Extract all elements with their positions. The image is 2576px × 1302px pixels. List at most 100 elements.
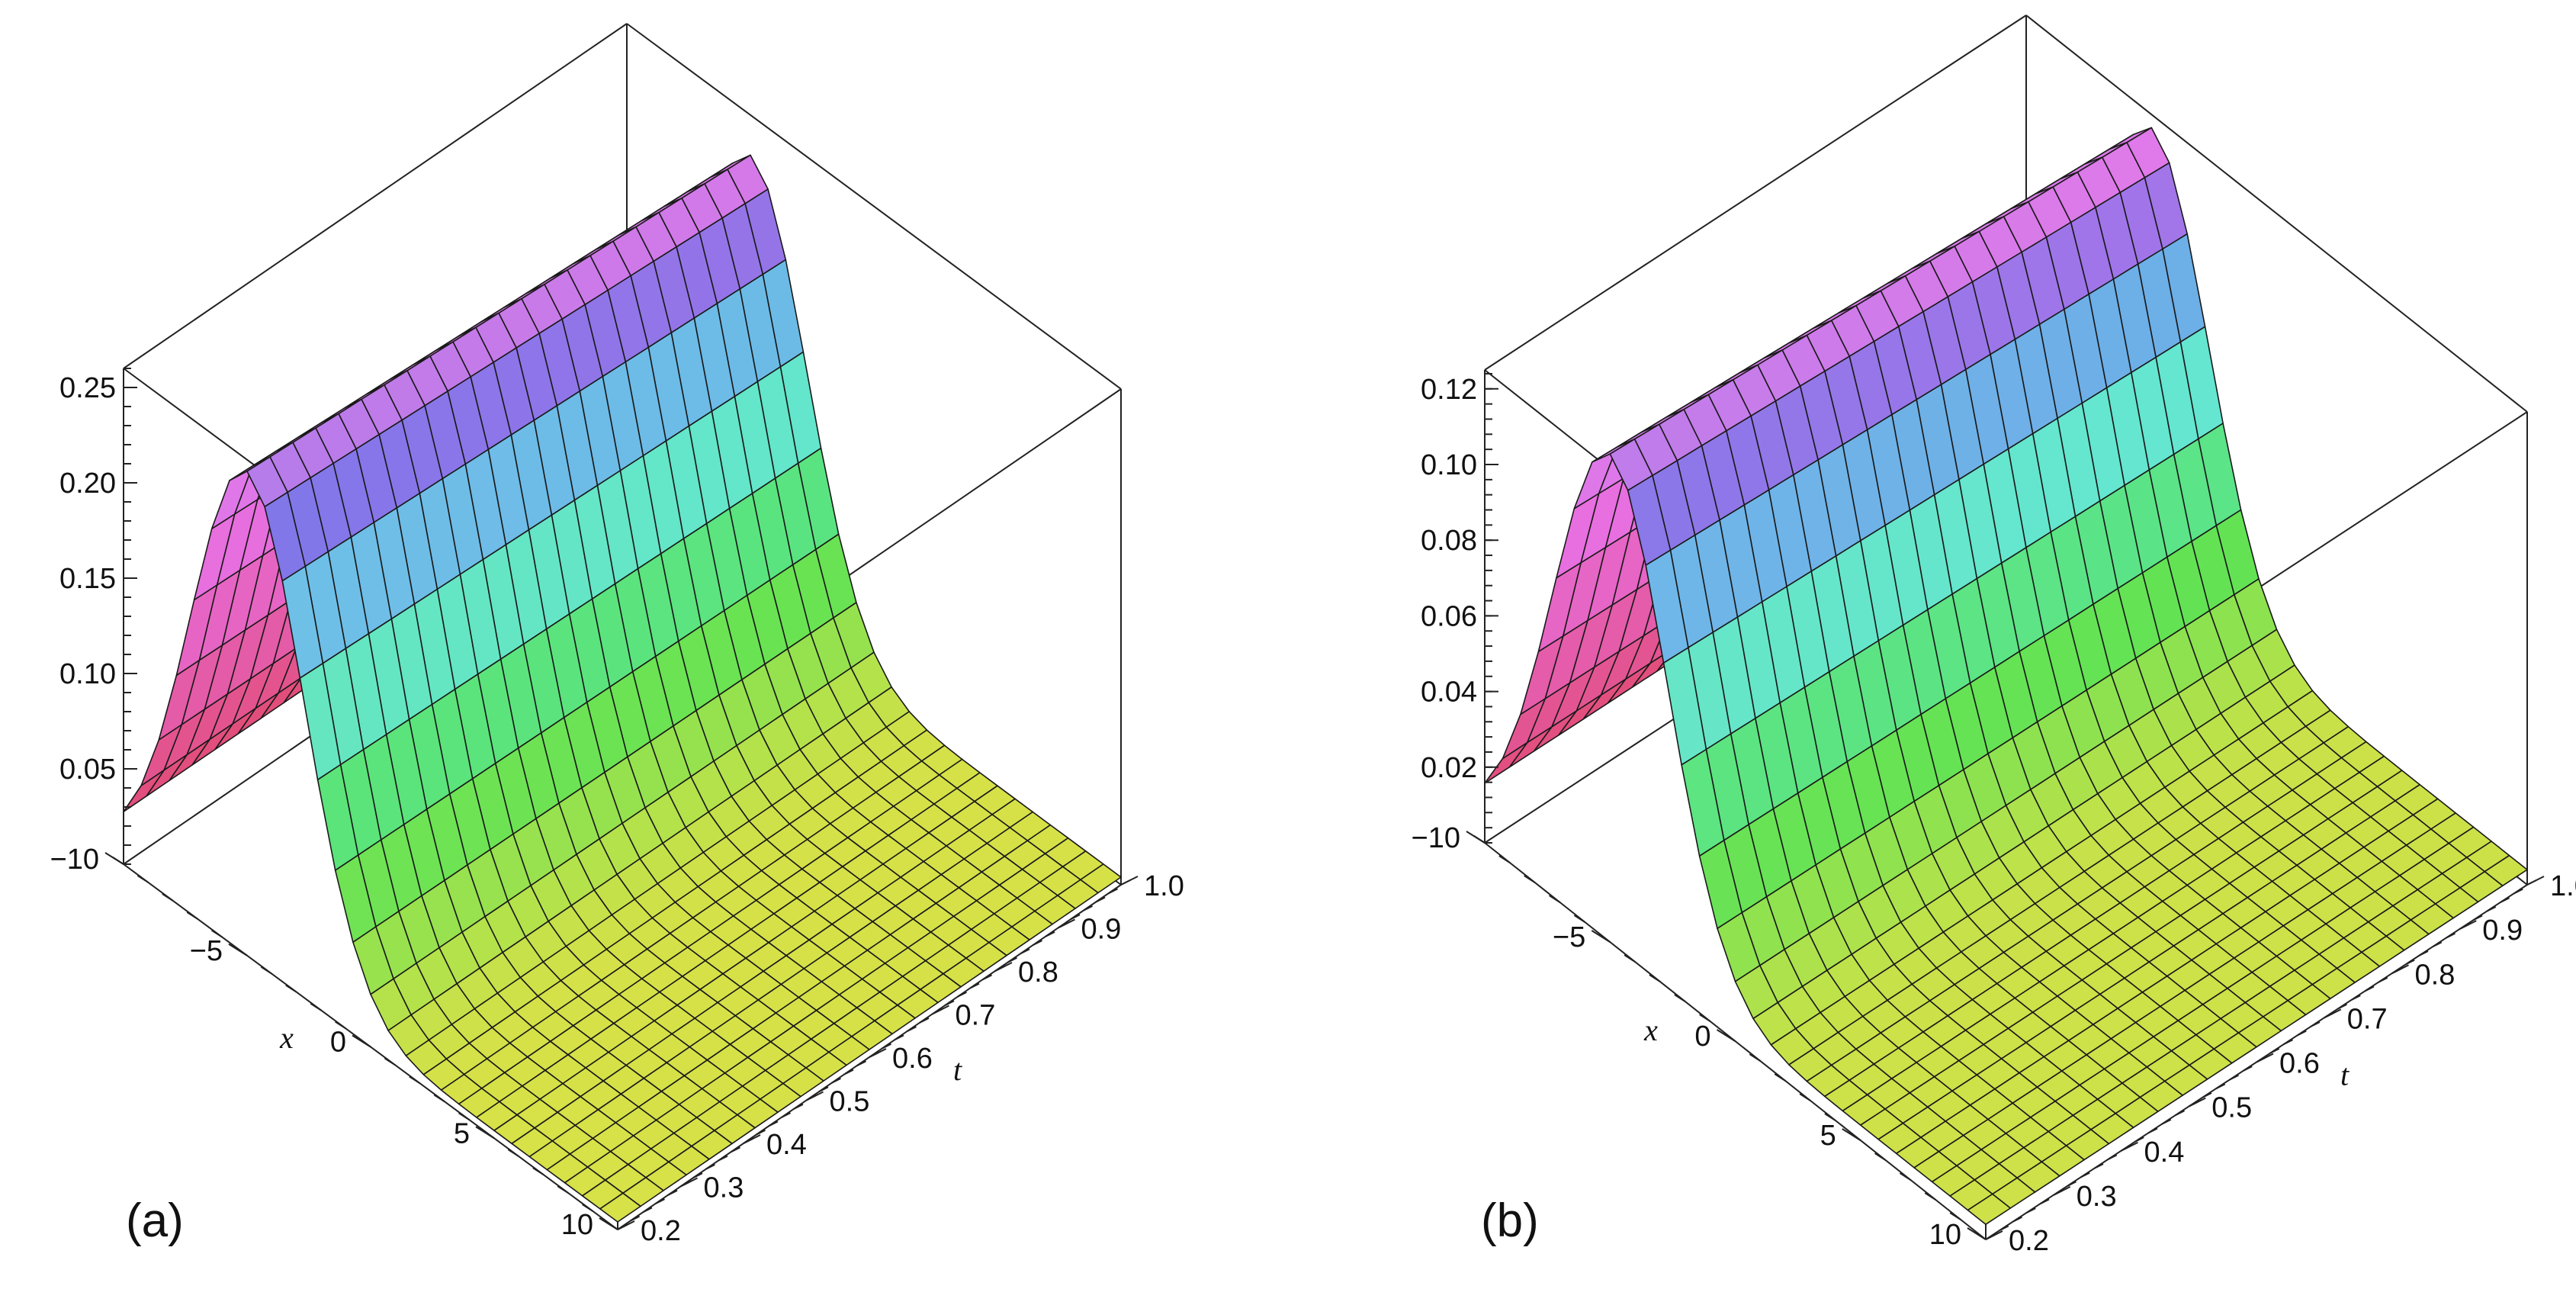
t-minor-tick <box>718 1155 728 1162</box>
surface-plot-a: 0.050.100.150.200.25−10−50510x0.20.30.40… <box>50 23 1184 1247</box>
t-minor-tick <box>2067 1181 2077 1188</box>
x-minor-tick <box>1524 875 1536 883</box>
chart-panel-a: 0.05 0.10 0.15 0.20 0.25 −10 −5 0 5 10 x 0.2 0.3 0.4 0… <box>50 23 1184 1247</box>
t-minor-tick <box>2418 950 2429 956</box>
t-tick-label: 0.2 <box>641 1215 681 1247</box>
chart-panel-b: 0.02 0.04 0.06 0.08 0.10 0.12 −10 −5 0 5 10 x 0.2 0.3… <box>1288 0 2576 1302</box>
t-tick-label: 1.0 <box>1144 870 1184 902</box>
x-major-tick <box>1842 1128 1861 1141</box>
t-minor-tick <box>781 1112 791 1118</box>
t-minor-tick <box>1045 931 1055 937</box>
z-tick-label: 0.10 <box>59 658 116 690</box>
x-minor-tick <box>433 1094 445 1103</box>
t-major-tick <box>1985 1230 2003 1240</box>
x-tick-label: −5 <box>1553 921 1585 953</box>
t-minor-tick <box>2446 932 2456 939</box>
t-major-tick <box>2256 1053 2274 1063</box>
t-tick-label: 1.0 <box>2550 870 2576 902</box>
t-minor-tick <box>667 1189 678 1196</box>
t-minor-tick <box>2134 1136 2144 1143</box>
t-minor-tick <box>1108 888 1118 895</box>
t-minor-tick <box>2202 1092 2212 1098</box>
surface-patch <box>1484 741 1528 784</box>
t-major-tick <box>806 1091 824 1101</box>
x-tick-label: 5 <box>1820 1120 1836 1152</box>
t-minor-tick <box>1999 1225 2009 1232</box>
x-minor-tick <box>1899 1172 1911 1181</box>
x-minor-tick <box>1498 855 1511 863</box>
t-minor-tick <box>2175 1110 2185 1117</box>
surface-patch <box>1967 1193 2012 1225</box>
t-minor-tick <box>2500 897 2510 904</box>
t-minor-tick <box>692 1172 703 1179</box>
x-minor-tick <box>507 1149 519 1158</box>
t-tick-label: 0.2 <box>2009 1225 2049 1257</box>
z-tick-label: 0.02 <box>1421 752 1477 784</box>
x-major-tick <box>599 1217 618 1230</box>
t-minor-tick <box>2093 1163 2104 1169</box>
surface-mesh <box>123 154 1122 1223</box>
t-axis-label: t <box>2340 1058 2350 1092</box>
t-minor-tick <box>831 1078 841 1084</box>
x-minor-tick <box>1699 1014 1711 1022</box>
x-minor-tick <box>1799 1093 1811 1101</box>
z-tick-label: 0.08 <box>1421 525 1477 557</box>
t-minor-tick <box>2215 1083 2226 1090</box>
surface-patch <box>123 769 165 812</box>
z-tick-label: 0.25 <box>59 372 116 404</box>
x-axis-label: x <box>1643 1013 1658 1047</box>
t-tick-label: 0.7 <box>956 1000 996 1032</box>
x-minor-tick <box>1824 1113 1836 1121</box>
t-minor-tick <box>919 1017 930 1024</box>
z-tick-label: 0.10 <box>1421 449 1477 481</box>
box-edge <box>2025 14 2528 413</box>
z-tick-label: 0.15 <box>59 563 116 595</box>
x-minor-tick <box>1549 895 1561 903</box>
x-tick-label: 5 <box>454 1117 470 1149</box>
t-minor-tick <box>957 992 967 998</box>
t-minor-tick <box>2364 985 2375 992</box>
box-edge <box>1484 14 2027 371</box>
x-major-tick <box>1466 831 1486 844</box>
x-minor-tick <box>260 966 272 975</box>
t-axis: 0.2 0.3 0.4 0.5 0.6 0.7 0.8 0.9 1.0 t <box>1985 870 2576 1257</box>
x-minor-tick <box>458 1112 471 1121</box>
t-minor-tick <box>894 1034 904 1041</box>
t-minor-tick <box>982 974 992 981</box>
x-tick-label: 10 <box>1929 1219 1961 1251</box>
t-tick-label: 0.5 <box>830 1086 870 1118</box>
t-minor-tick <box>2229 1074 2239 1081</box>
t-major-tick <box>2188 1097 2206 1108</box>
box-edge <box>626 23 1122 390</box>
t-minor-tick <box>843 1069 854 1075</box>
t-minor-tick <box>2242 1066 2253 1072</box>
t-minor-tick <box>2012 1216 2022 1223</box>
t-major-tick <box>2459 920 2477 931</box>
t-minor-tick <box>2513 888 2523 895</box>
x-minor-tick <box>335 1021 347 1030</box>
t-tick-label: 0.9 <box>2482 915 2523 947</box>
t-minor-tick <box>1033 940 1042 946</box>
x-minor-tick <box>186 911 198 920</box>
t-major-tick <box>2324 1008 2342 1019</box>
surface-mesh <box>1484 127 2528 1225</box>
z-tick-label: 0.06 <box>1421 600 1477 632</box>
t-minor-tick <box>2147 1127 2158 1134</box>
t-tick-label: 0.8 <box>1018 956 1058 989</box>
x-major-tick <box>352 1034 371 1048</box>
t-minor-tick <box>818 1086 829 1093</box>
t-minor-tick <box>2283 1039 2293 1046</box>
x-minor-tick <box>137 875 149 883</box>
x-minor-tick <box>1573 915 1585 923</box>
t-tick-label: 0.3 <box>704 1172 744 1204</box>
t-major-tick <box>743 1134 761 1144</box>
t-minor-tick <box>2296 1030 2307 1037</box>
z-axis: 0.05 0.10 0.15 0.20 0.25 <box>59 368 137 865</box>
t-minor-tick <box>2378 976 2388 983</box>
x-minor-tick <box>409 1075 421 1085</box>
t-major-tick <box>2053 1185 2071 1196</box>
t-minor-tick <box>793 1103 804 1110</box>
x-minor-tick <box>1674 994 1686 1002</box>
t-minor-tick <box>969 982 980 989</box>
z-axis: 0.02 0.04 0.06 0.08 0.10 0.12 <box>1421 372 1498 844</box>
